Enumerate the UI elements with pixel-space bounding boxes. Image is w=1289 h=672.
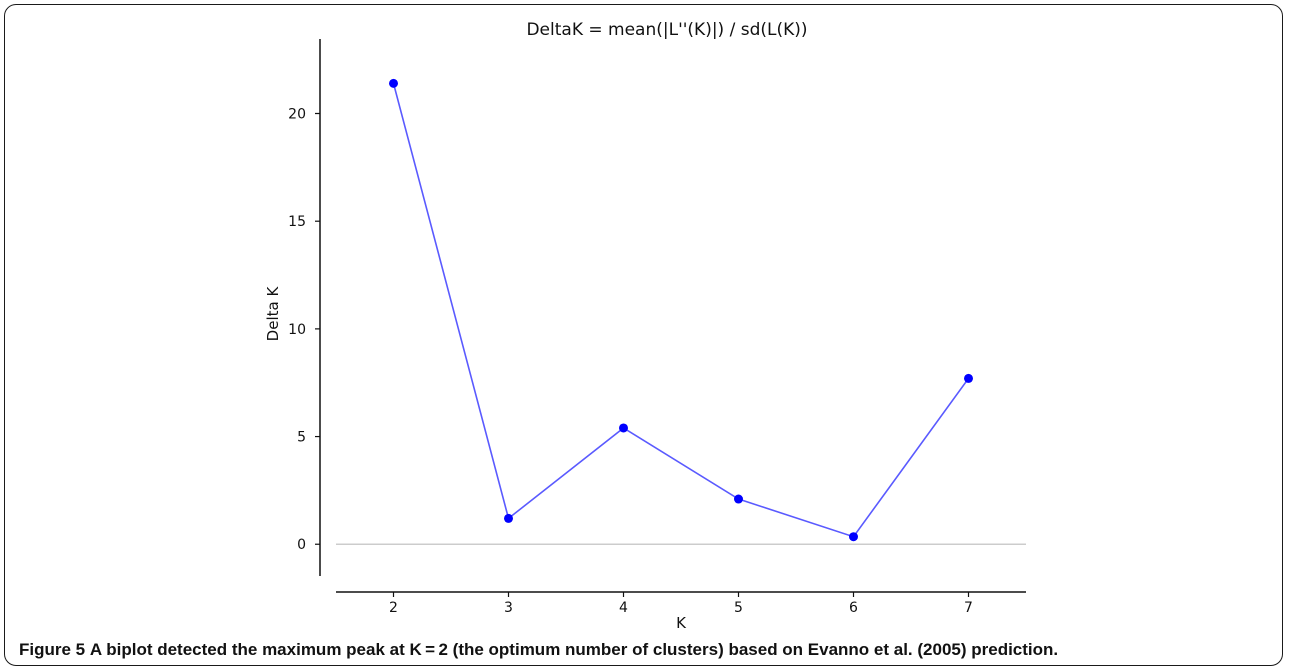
y-axis-label: Delta K xyxy=(264,286,282,342)
data-point xyxy=(389,78,398,88)
x-tick-label: 2 xyxy=(389,600,398,616)
x-tick-label: 7 xyxy=(964,600,973,616)
x-tick-label: 4 xyxy=(619,600,628,616)
x-tick-label: 3 xyxy=(504,600,513,616)
y-tick-label: 0 xyxy=(297,537,306,553)
chart-title: DeltaK = mean(|L''(K)|) / sd(L(K)) xyxy=(526,20,807,40)
data-point xyxy=(619,423,628,433)
series-line xyxy=(392,83,970,538)
y-tick-label: 20 xyxy=(288,107,306,123)
data-point xyxy=(734,494,743,504)
x-axis-label: K xyxy=(676,614,687,632)
x-tick-label: 5 xyxy=(734,600,743,616)
figure-caption: Figure 5 A biplot detected the maximum p… xyxy=(19,640,1058,660)
data-point xyxy=(964,373,973,383)
delta-k-chart: 0 5 10 15 20 2 3 4 5 6 7 DeltaK = mean(|L''(K)|) / … xyxy=(264,20,1026,632)
y-tick-label: 5 xyxy=(297,430,306,446)
y-tick-label: 15 xyxy=(288,214,306,230)
y-tick-label: 10 xyxy=(288,322,306,338)
data-point xyxy=(849,532,858,542)
caption-text: A biplot detected the maximum peak at K … xyxy=(89,640,1059,659)
caption-label: Figure 5 xyxy=(19,640,86,659)
data-point xyxy=(504,513,513,523)
x-tick-label: 6 xyxy=(849,600,858,616)
figure-frame: 0 5 10 15 20 2 3 4 5 6 7 DeltaK = mean(|L''(K)|) / … xyxy=(4,4,1283,666)
